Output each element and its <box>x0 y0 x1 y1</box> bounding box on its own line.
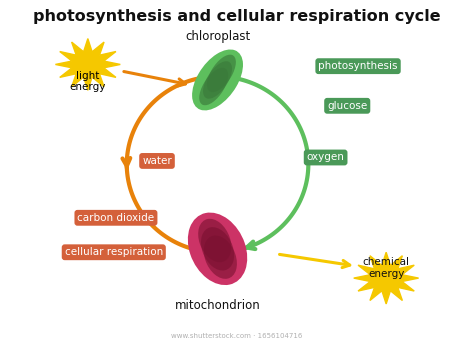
Ellipse shape <box>198 219 231 262</box>
Text: light
energy: light energy <box>70 71 106 92</box>
Text: carbon dioxide: carbon dioxide <box>77 213 155 223</box>
Text: water: water <box>142 156 172 166</box>
Ellipse shape <box>192 49 243 110</box>
Polygon shape <box>55 39 120 90</box>
Text: chloroplast: chloroplast <box>185 30 250 43</box>
Text: oxygen: oxygen <box>307 153 345 163</box>
Text: photosynthesis and cellular respiration cycle: photosynthesis and cellular respiration … <box>33 9 441 24</box>
Text: www.shutterstock.com · 1656104716: www.shutterstock.com · 1656104716 <box>171 333 303 339</box>
Ellipse shape <box>207 55 236 92</box>
Text: chemical
energy: chemical energy <box>363 257 410 279</box>
Text: photosynthesis: photosynthesis <box>319 61 398 71</box>
Text: glucose: glucose <box>327 101 367 111</box>
Text: mitochondrion: mitochondrion <box>175 299 260 312</box>
Ellipse shape <box>201 227 234 271</box>
Ellipse shape <box>199 68 228 105</box>
Ellipse shape <box>203 61 232 99</box>
Polygon shape <box>354 252 419 304</box>
Text: cellular respiration: cellular respiration <box>64 247 163 257</box>
Ellipse shape <box>204 235 237 279</box>
Ellipse shape <box>188 212 247 285</box>
